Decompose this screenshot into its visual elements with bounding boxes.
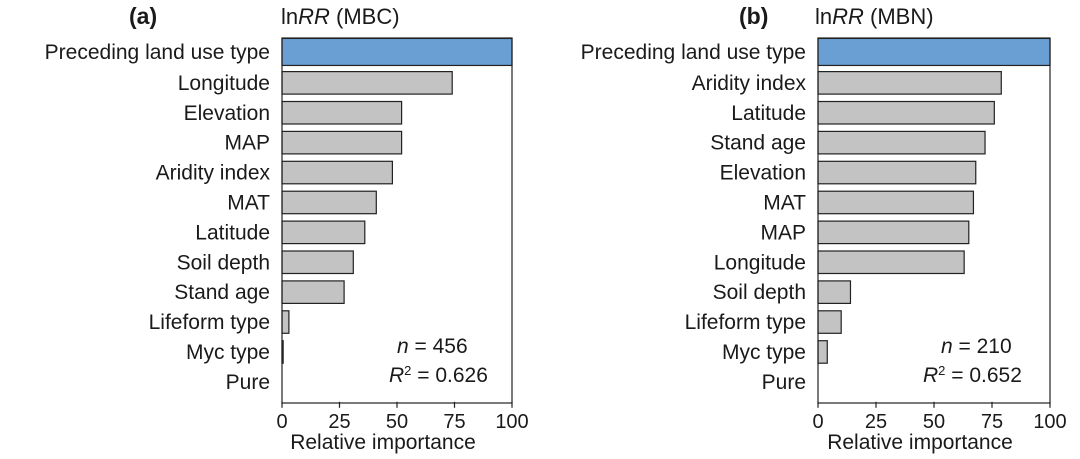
panel-letter: (b) <box>739 3 768 29</box>
x-tick-label: 25 <box>865 411 887 433</box>
stat-r2: R2 = 0.652 <box>923 363 1022 388</box>
x-axis-label: Relative importance <box>827 431 1013 454</box>
bar <box>817 100 995 125</box>
x-tick-label: 100 <box>1033 411 1066 433</box>
category-label: MAT <box>227 191 270 214</box>
bar <box>281 100 403 125</box>
bar <box>817 37 1051 67</box>
bar <box>281 310 290 334</box>
category-label: Aridity index <box>156 162 271 185</box>
bar <box>281 160 394 185</box>
category-label: Pure <box>762 371 806 394</box>
panel-letter: (a) <box>129 3 157 29</box>
stat-n: n = 456 <box>397 335 468 358</box>
bars <box>817 37 1051 364</box>
category-label: Latitude <box>731 102 806 125</box>
bar <box>281 37 513 67</box>
x-tick-label: 0 <box>276 411 287 433</box>
category-label: Elevation <box>720 162 806 185</box>
bar <box>817 70 1002 95</box>
x-tick-label: 75 <box>443 411 465 433</box>
bar <box>817 340 828 364</box>
stat-n: n = 210 <box>941 335 1012 358</box>
x-tick-label: 25 <box>328 411 350 433</box>
category-label: MAT <box>763 191 806 214</box>
category-label: Pure <box>226 371 270 394</box>
bar <box>817 160 977 185</box>
category-label: Preceding land use type <box>581 41 806 64</box>
category-label: MAP <box>224 132 270 155</box>
category-label: Soil depth <box>713 281 806 304</box>
bar <box>281 220 366 245</box>
x-tick-label: 50 <box>386 411 408 433</box>
bar <box>817 130 986 155</box>
bar <box>281 70 453 95</box>
bars <box>281 37 513 364</box>
category-label: Myc type <box>722 341 806 364</box>
category-label: Stand age <box>710 132 806 155</box>
bar <box>817 190 975 215</box>
x-axis-label: Relative importance <box>290 431 476 454</box>
bar <box>817 310 842 334</box>
category-label: Aridity index <box>692 72 807 95</box>
bar <box>281 190 377 215</box>
category-label: Soil depth <box>177 251 270 274</box>
panel-a: (a) lnRR (MBC) n = 456 R2 = 0.626 Preced… <box>45 3 529 454</box>
x-tick-label: 50 <box>923 411 945 433</box>
category-label: Myc type <box>186 341 270 364</box>
category-label: MAP <box>760 221 806 244</box>
bar <box>281 280 345 304</box>
bar <box>281 130 403 155</box>
x-tick-label: 75 <box>981 411 1003 433</box>
x-tick-label: 100 <box>495 411 528 433</box>
category-label: Lifeform type <box>685 311 806 334</box>
panel-b: (b) lnRR (MBN) n = 210 R2 = 0.652 Preced… <box>581 3 1067 454</box>
panel-title: lnRR (MBN) <box>815 4 934 29</box>
category-label: Stand age <box>174 281 270 304</box>
bar <box>817 250 965 275</box>
category-label: Longitude <box>714 251 806 274</box>
category-label: Latitude <box>195 221 270 244</box>
category-label: Elevation <box>184 102 270 125</box>
panel-title: lnRR (MBC) <box>281 4 400 29</box>
stat-r2: R2 = 0.626 <box>389 363 488 388</box>
x-tick-label: 0 <box>812 411 823 433</box>
bar <box>817 280 852 304</box>
bar <box>281 250 354 275</box>
category-label: Longitude <box>178 72 270 95</box>
category-label: Preceding land use type <box>45 41 270 64</box>
bar <box>817 220 970 245</box>
category-label: Lifeform type <box>149 311 270 334</box>
